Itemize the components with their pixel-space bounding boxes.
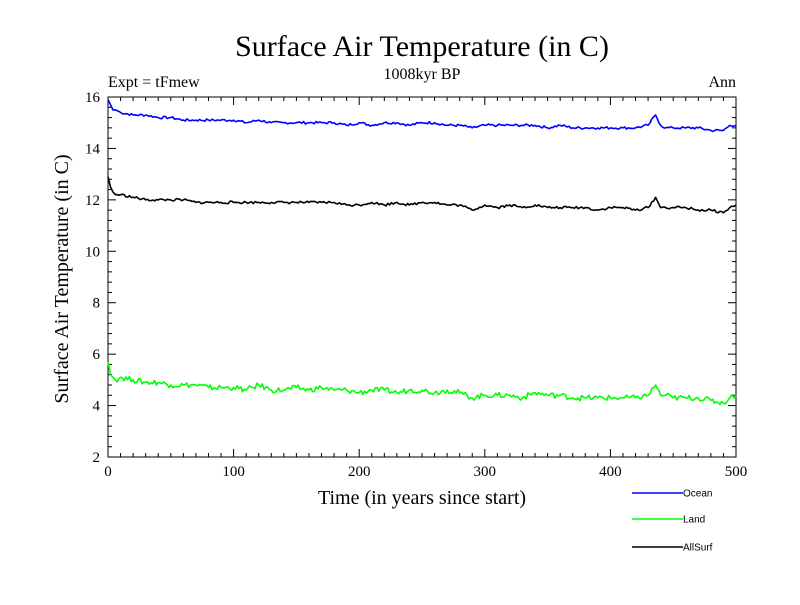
plot-frame <box>107 96 737 458</box>
y-tick-label: 2 <box>93 450 101 466</box>
y-tick-label: 12 <box>85 193 100 209</box>
series-line-ocean <box>107 99 737 133</box>
x-tick-label: 200 <box>348 464 371 480</box>
x-tick-label: 0 <box>104 464 112 480</box>
axes: 0 100 200 300 400 500 2 4 6 8 10 12 14 16 <box>85 90 747 480</box>
series-lines <box>107 99 737 406</box>
y-tick-label: 14 <box>85 141 101 157</box>
series-line-land <box>107 361 737 406</box>
season-label: Ann <box>708 74 736 91</box>
x-tick-label: 400 <box>599 464 622 480</box>
chart-subtitle: 1008kyr BP <box>384 66 461 83</box>
legend-label-land: Land <box>683 515 705 526</box>
x-axis-label: Time (in years since start) <box>318 487 526 509</box>
y-axis-label: Surface Air Temperature (in C) <box>51 154 73 403</box>
y-tick-label: 6 <box>93 347 101 363</box>
series-line-allsurf <box>107 176 737 214</box>
x-tick-label: 100 <box>222 464 245 480</box>
legend-label-ocean: Ocean <box>683 489 712 500</box>
x-tick-label: 300 <box>474 464 497 480</box>
chart-title: Surface Air Temperature (in C) <box>235 30 609 63</box>
y-tick-label: 10 <box>85 244 100 260</box>
legend-label-allsurf: AllSurf <box>683 543 713 554</box>
y-tick-label: 16 <box>85 90 101 106</box>
y-tick-label: 8 <box>93 296 101 312</box>
y-tick-label: 4 <box>93 399 101 415</box>
x-tick-label: 500 <box>725 464 748 480</box>
experiment-label: Expt = tFmew <box>108 74 200 91</box>
legend: Ocean Land AllSurf <box>632 489 713 554</box>
